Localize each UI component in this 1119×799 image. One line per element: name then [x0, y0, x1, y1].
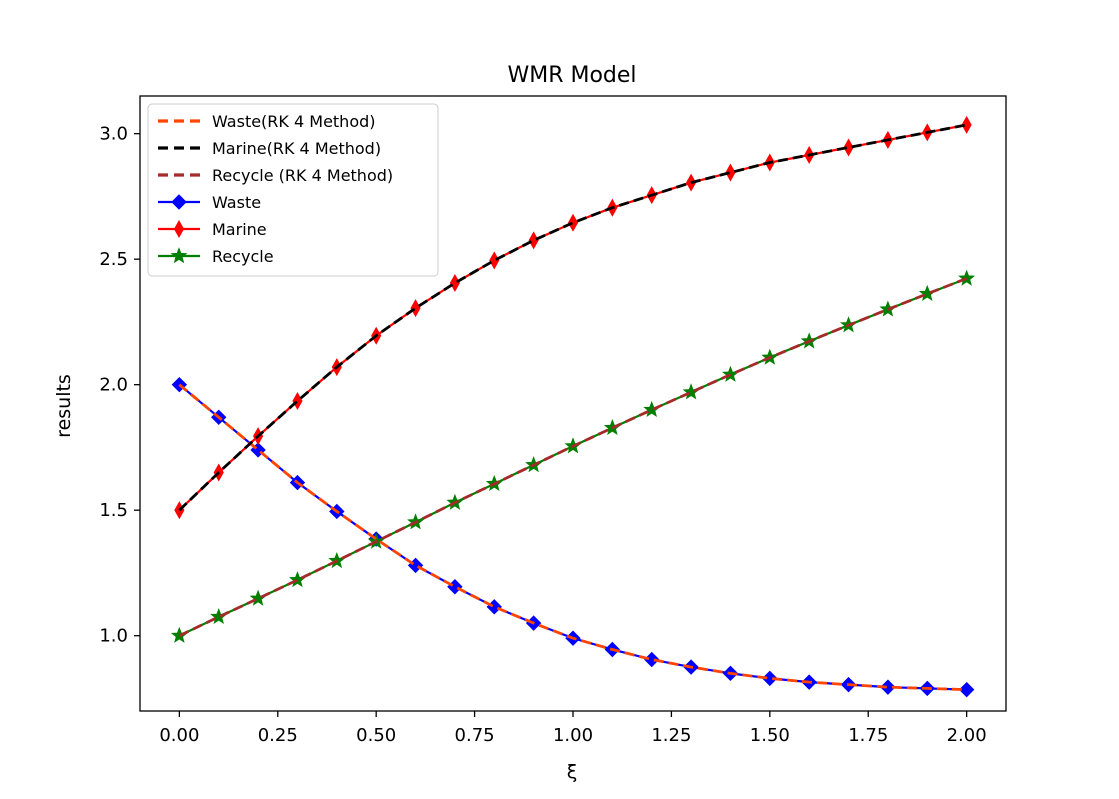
- x-axis-label: ξ: [567, 761, 578, 783]
- y-tick-label: 3.0: [99, 124, 128, 145]
- legend-label: Recycle (RK 4 Method): [212, 166, 393, 185]
- legend-entry-recycle-rk-4-method: Recycle (RK 4 Method): [158, 166, 393, 185]
- y-tick-label: 1.0: [99, 626, 128, 647]
- legend-box: [147, 103, 439, 277]
- data-point-waste: [762, 670, 778, 687]
- series-recycle-rk-4-method: [178, 277, 968, 637]
- x-tick-label: 1.50: [750, 725, 790, 746]
- data-point-waste: [880, 679, 896, 695]
- x-tick-label: 0.50: [356, 725, 396, 746]
- legend-marker: [171, 194, 187, 210]
- data-point-waste: [958, 681, 975, 698]
- legend-marker: [173, 219, 185, 239]
- legend-entry-marine: Marine: [158, 219, 267, 239]
- x-tick-label: 0.25: [258, 725, 298, 746]
- series-line-recycle-rk-4-method: [178, 277, 968, 637]
- y-tick-label: 2.5: [99, 249, 128, 270]
- y-tick-label: 2.0: [99, 375, 128, 396]
- legend-label: Recycle: [212, 247, 274, 266]
- legend-entry-waste: Waste: [158, 193, 261, 212]
- legend-label: Waste: [212, 193, 261, 212]
- legend: Waste(RK 4 Method) Marine(RK 4 Method) Rec…: [147, 103, 439, 277]
- x-tick-label: 1.00: [553, 725, 593, 746]
- data-point-marine: [961, 115, 972, 134]
- plot-area: [170, 115, 976, 698]
- x-tick-label: 0.75: [455, 725, 495, 746]
- x-tick-label: 2.00: [947, 725, 987, 746]
- legend-entry-recycle: Recycle: [158, 247, 274, 266]
- data-point-marine: [567, 213, 579, 232]
- legend-label: Marine: [212, 220, 267, 239]
- data-point-marine: [292, 391, 303, 411]
- legend-entry-marine-rk-4-method: Marine(RK 4 Method): [158, 139, 381, 158]
- x-tick-label: 1.25: [651, 725, 691, 746]
- legend-label: Marine(RK 4 Method): [212, 139, 381, 158]
- series-line-waste-rk-4-method: [178, 383, 967, 692]
- legend-marker: [170, 247, 188, 264]
- legend-label: Waste(RK 4 Method): [212, 112, 376, 131]
- data-point-marine: [843, 138, 854, 157]
- x-tick-label: 0.00: [159, 725, 199, 746]
- series-waste-rk-4-method: [178, 383, 967, 692]
- legend-entry-waste-rk-4-method: Waste(RK 4 Method): [158, 112, 376, 131]
- y-tick-label: 1.5: [99, 500, 128, 521]
- y-axis-label: results: [53, 374, 75, 438]
- data-point-recycle: [958, 269, 976, 286]
- axes: 0.00 0.25 0.50 0.75 1.00 1.25 1.50 1.75 2.00 1.0 1…: [99, 95, 1007, 746]
- x-tick-label: 1.75: [848, 725, 888, 746]
- data-point-marine: [725, 163, 736, 182]
- chart-title: WMR Model: [507, 63, 636, 88]
